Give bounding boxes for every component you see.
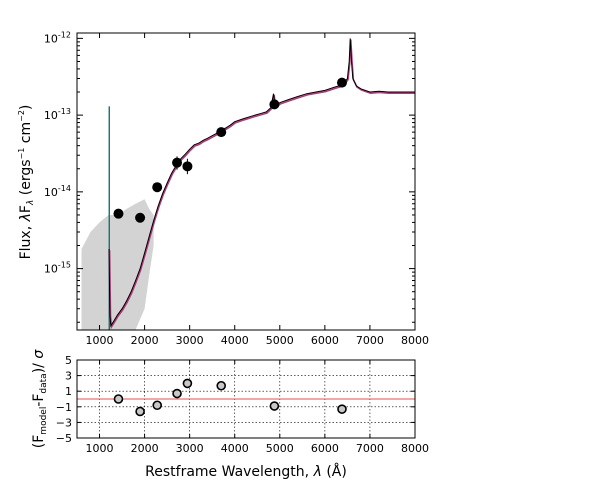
residual-x-tick-label: 7000 <box>356 442 384 455</box>
residual-y-ticks: 5 3 1 −1 −3 −5 <box>56 354 415 445</box>
sed-y-tick-label: 10-12 <box>44 30 71 45</box>
sed-x-ticks: 1000 2000 3000 4000 5000 6000 7000 8000 <box>86 33 429 347</box>
photometry-point <box>336 77 347 88</box>
residual-point <box>337 404 347 414</box>
residual-x-axis-label: Restframe Wavelength, λ (Å) <box>145 463 347 480</box>
sed-plot-area <box>81 38 415 330</box>
residual-x-tick-label: 2000 <box>131 442 159 455</box>
residual-panel: 1000 2000 3000 4000 5000 6000 7000 8000 5 3 1 −1 −3… <box>31 349 429 480</box>
residual-point <box>269 401 280 411</box>
residual-point <box>172 388 182 399</box>
sed-y-tick-label: 10-13 <box>44 107 71 122</box>
residual-x-tick-label: 3000 <box>176 442 204 455</box>
model-spectrum-shadow <box>108 39 415 330</box>
residual-x-tick-label: 5000 <box>266 442 294 455</box>
sed-x-tick-label: 5000 <box>266 334 294 347</box>
sed-x-tick-label: 3000 <box>176 334 204 347</box>
residual-x-tick-label: 4000 <box>221 442 249 455</box>
residual-plot-area <box>77 360 415 438</box>
residual-y-tick-label: 5 <box>65 354 72 367</box>
sed-panel: 1000 2000 3000 4000 5000 6000 7000 8000 10-1210… <box>17 30 429 347</box>
residual-y-axis-label: (Fmodel-Fdata)/ σ <box>31 349 49 449</box>
sed-y-tick-label: 10-15 <box>44 261 71 276</box>
residual-y-tick-label: −1 <box>56 401 72 414</box>
sed-y-axis-label: Flux, λFλ (ergs−1 cm−2) <box>17 105 36 260</box>
residual-y-tick-label: −3 <box>56 416 72 429</box>
residual-y-tick-label: 3 <box>65 370 72 383</box>
sed-x-tick-label: 1000 <box>86 334 114 347</box>
residual-point <box>113 394 124 404</box>
residual-x-tick-label: 6000 <box>311 442 339 455</box>
observed-spectrum-band <box>81 199 154 330</box>
photometry-point <box>135 212 146 223</box>
photometry-point <box>269 99 280 110</box>
photometry-point <box>152 182 163 193</box>
photometry-point <box>113 208 124 219</box>
residual-axes-frame <box>76 359 416 439</box>
residual-x-tick-label: 1000 <box>86 442 114 455</box>
sed-x-tick-label: 6000 <box>311 334 339 347</box>
residual-point <box>216 380 227 391</box>
sed-x-tick-label: 4000 <box>221 334 249 347</box>
residual-point <box>182 378 193 389</box>
sed-y-tick-label: 10-14 <box>44 184 71 199</box>
model-spectrum-line <box>108 38 415 328</box>
residual-point <box>152 400 163 411</box>
residual-x-tick-label: 8000 <box>401 442 429 455</box>
residual-y-tick-label: 1 <box>65 385 72 398</box>
sed-x-tick-label: 2000 <box>131 334 159 347</box>
sed-x-tick-label: 7000 <box>356 334 384 347</box>
residual-x-ticks: 1000 2000 3000 4000 5000 6000 7000 8000 <box>86 360 429 455</box>
residual-y-tick-label: −5 <box>56 432 72 445</box>
sed-axes-frame <box>76 32 416 331</box>
sed-y-ticks: 10-12 10-13 10-14 10-15 <box>44 30 415 323</box>
photometry-point <box>172 157 183 168</box>
residual-point <box>135 406 145 417</box>
sed-x-tick-label: 8000 <box>401 334 429 347</box>
photometry-point <box>216 127 227 138</box>
photometry-point <box>182 161 193 172</box>
